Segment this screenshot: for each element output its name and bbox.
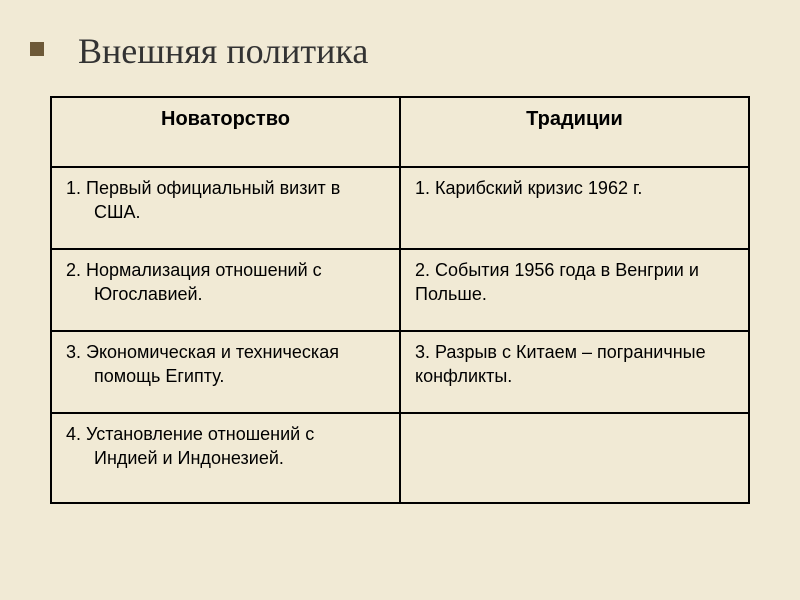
slide-container: Внешняя политика Новаторство Традиции 1.… xyxy=(0,0,800,600)
table-cell: 3. Разрыв с Китаем – пограничные конфлик… xyxy=(400,331,749,413)
table-cell: 2. События 1956 года в Венгрии и Польше. xyxy=(400,249,749,331)
table-row: 3. Экономическая и техническая помощь Ег… xyxy=(51,331,749,413)
cell-text-line1: 1. Первый официальный визит в xyxy=(66,178,340,198)
table-header-row: Новаторство Традиции xyxy=(51,97,749,167)
table-cell: 2. Нормализация отношений с Югославией. xyxy=(51,249,400,331)
table-cell: 3. Экономическая и техническая помощь Ег… xyxy=(51,331,400,413)
cell-text-line2: помощь Египту. xyxy=(66,364,385,388)
cell-text-line2: Югославией. xyxy=(66,282,385,306)
table-header-tradition: Традиции xyxy=(400,97,749,167)
table-cell: 4. Установление отношений с Индией и Инд… xyxy=(51,413,400,503)
comparison-table: Новаторство Традиции 1. Первый официальн… xyxy=(50,96,750,504)
slide-title: Внешняя политика xyxy=(78,30,750,72)
cell-text-line2: Индией и Индонезией. xyxy=(66,446,385,470)
table-cell xyxy=(400,413,749,503)
cell-text-line2: США. xyxy=(66,200,385,224)
cell-text-line1: 2. Нормализация отношений с xyxy=(66,260,322,280)
cell-text: 2. События 1956 года в Венгрии и Польше. xyxy=(415,258,734,307)
cell-text-line1: 3. Экономическая и техническая xyxy=(66,342,339,362)
table-cell: 1. Карибский кризис 1962 г. xyxy=(400,167,749,249)
table-row: 2. Нормализация отношений с Югославией. … xyxy=(51,249,749,331)
table-cell: 1. Первый официальный визит в США. xyxy=(51,167,400,249)
table-row: 4. Установление отношений с Индией и Инд… xyxy=(51,413,749,503)
cell-text: 3. Разрыв с Китаем – пограничные конфлик… xyxy=(415,340,734,389)
table-row: 1. Первый официальный визит в США. 1. Ка… xyxy=(51,167,749,249)
title-bullet-marker xyxy=(30,42,44,56)
table-header-innovation: Новаторство xyxy=(51,97,400,167)
cell-text-line1: 4. Установление отношений с xyxy=(66,424,314,444)
cell-text: 1. Карибский кризис 1962 г. xyxy=(415,176,734,200)
